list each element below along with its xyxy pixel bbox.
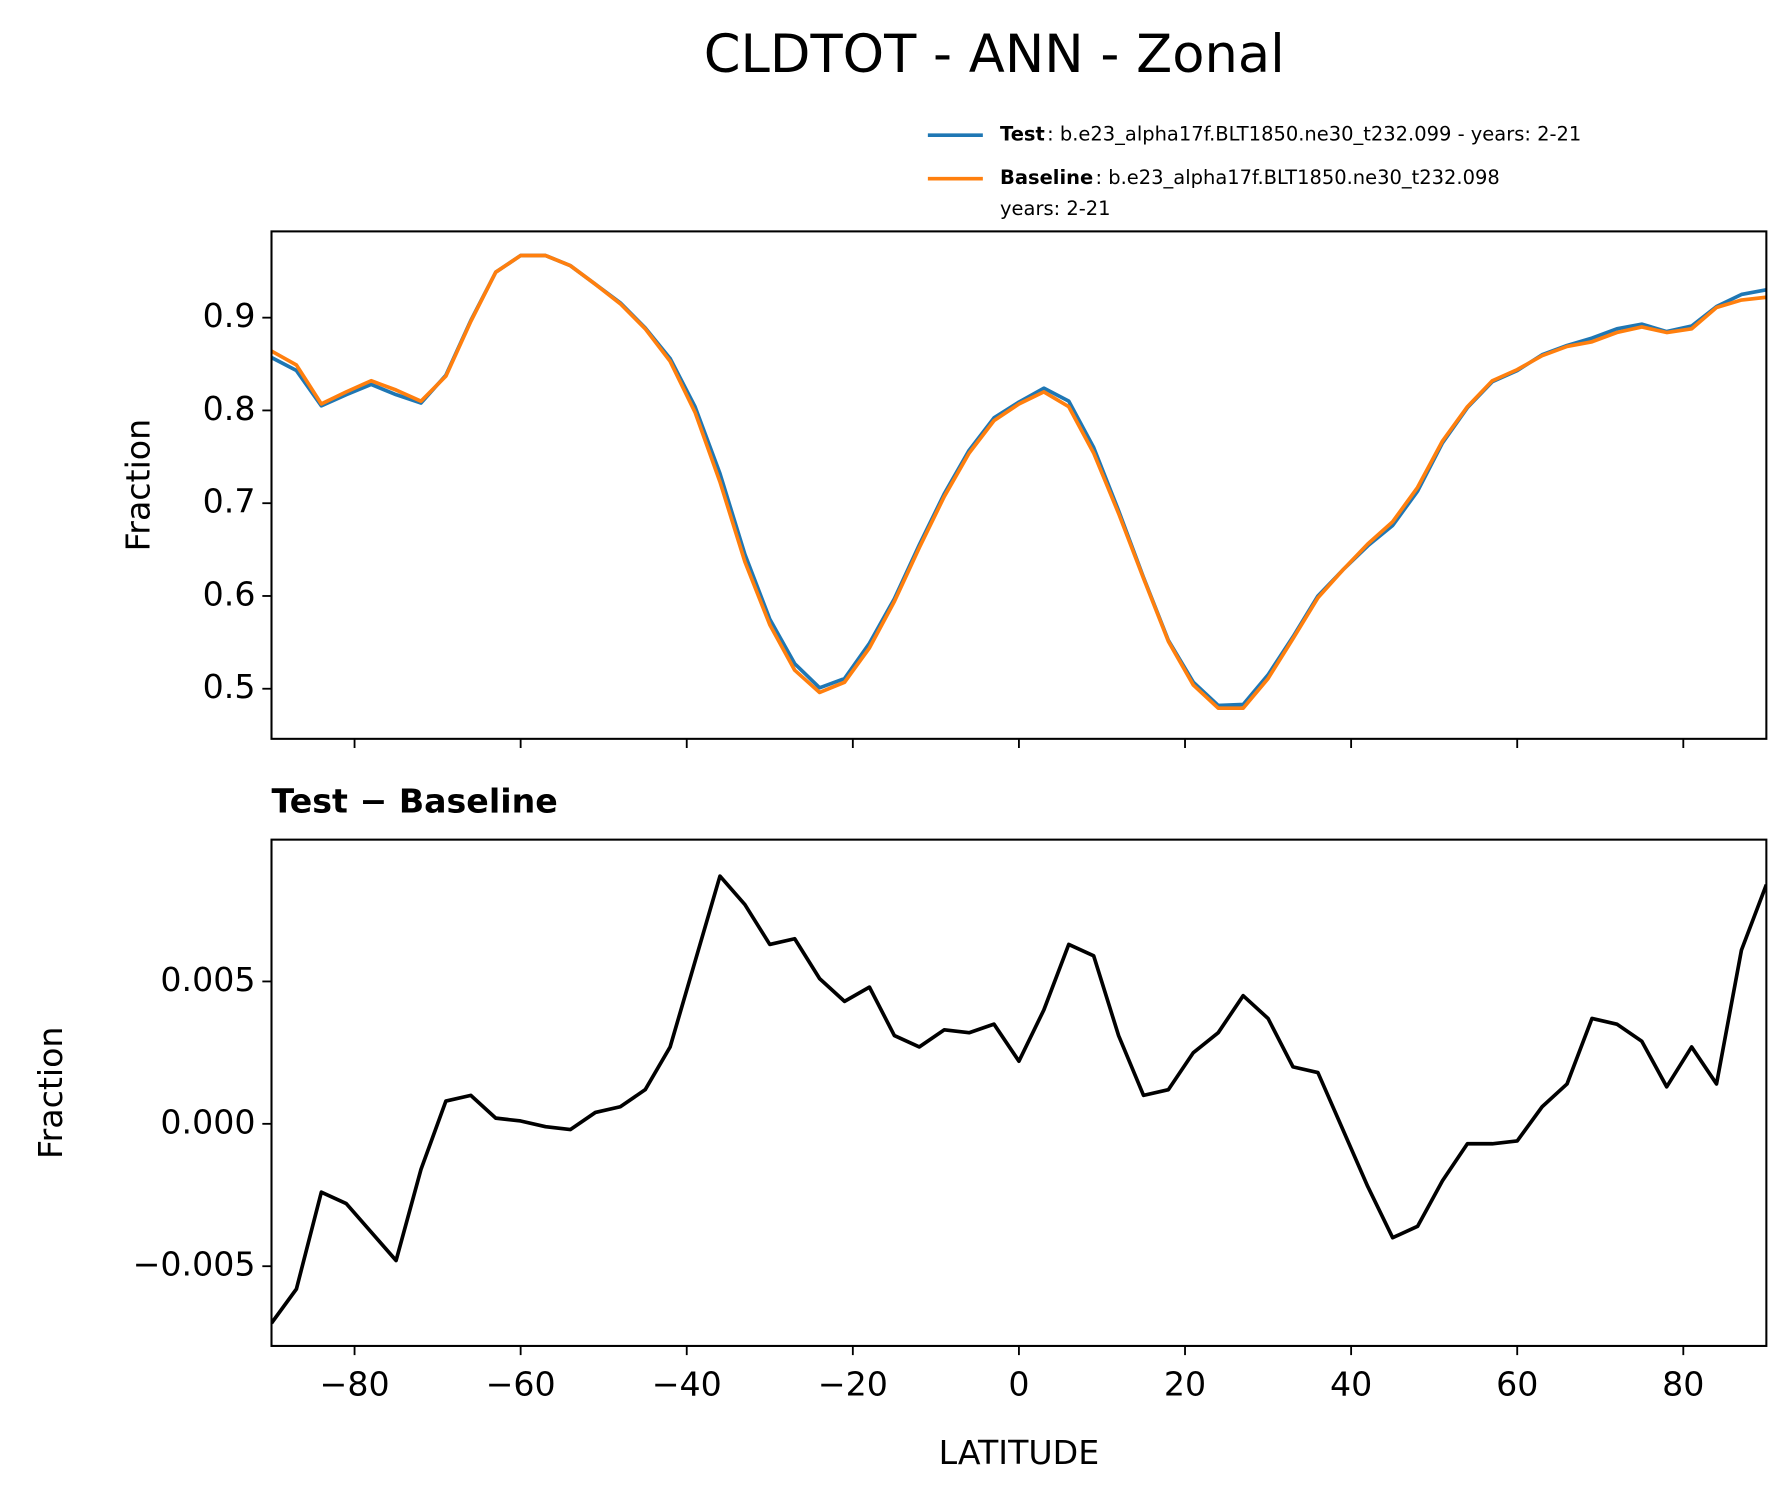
legend-text: years: 2-21 xyxy=(1000,197,1111,220)
axes-title: Test − Baseline xyxy=(272,781,558,820)
legend-text: : b.e23_alpha17f.BLT1850.ne30_t232.099 -… xyxy=(1047,123,1581,146)
y-tick-label: 0.005 xyxy=(160,960,255,999)
axes-frame xyxy=(270,838,1768,1347)
axes xyxy=(271,839,1767,1346)
x-axis-label: LATITUDE xyxy=(939,1433,1100,1472)
plot-area xyxy=(271,231,1767,739)
x-tick-label: 80 xyxy=(1662,1365,1704,1404)
axes xyxy=(271,231,1767,739)
legend-name: Test xyxy=(1000,123,1045,146)
y-tick-label: −0.005 xyxy=(133,1245,256,1284)
x-tick-label: 40 xyxy=(1330,1365,1372,1404)
x-tick-label: −80 xyxy=(320,1365,390,1404)
data-line xyxy=(271,874,1767,1325)
x-tick-label: −40 xyxy=(652,1365,722,1404)
x-tick-label: 60 xyxy=(1496,1365,1538,1404)
y-axis-label: Fraction xyxy=(118,419,157,552)
x-tick-label: 20 xyxy=(1164,1365,1206,1404)
y-tick-label: 0.5 xyxy=(203,667,256,706)
y-tick-label: 0.6 xyxy=(203,574,256,613)
figure-title: CLDTOT - ANN - Zonal xyxy=(704,24,1285,85)
y-tick-label: 0.9 xyxy=(203,296,256,335)
y-tick-label: 0.7 xyxy=(203,482,256,521)
plot-area xyxy=(271,839,1767,1346)
legend-text: : b.e23_alpha17f.BLT1850.ne30_t232.098 xyxy=(1096,166,1500,189)
y-tick-label: 0.000 xyxy=(160,1102,255,1141)
x-tick-label: −20 xyxy=(818,1365,888,1404)
y-tick-label: 0.8 xyxy=(203,389,256,428)
y-axis-label: Fraction xyxy=(31,1027,70,1160)
x-tick-label: −60 xyxy=(486,1365,556,1404)
legend-name: Baseline xyxy=(1000,166,1093,189)
axes-frame xyxy=(270,230,1768,740)
data-line xyxy=(271,253,1767,711)
x-tick-label: 0 xyxy=(1008,1365,1029,1404)
